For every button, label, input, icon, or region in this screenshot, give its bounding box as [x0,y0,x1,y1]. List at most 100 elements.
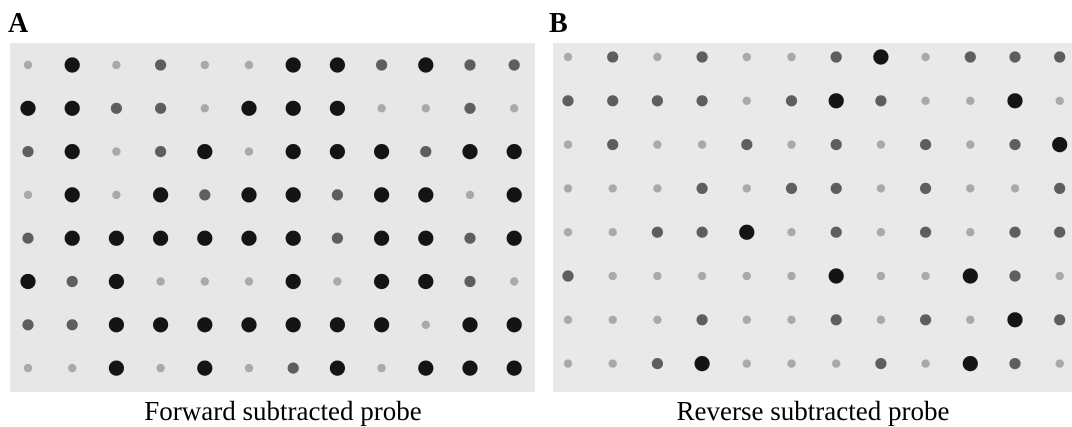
blot-dot [20,101,35,116]
blot-dot [109,361,124,376]
blot-dot [112,191,120,199]
blot-dot [564,53,572,61]
panel-caption: Forward subtracted probe [144,396,421,426]
blot-dot [155,59,166,70]
blot-dot [286,274,301,289]
blot-dot [65,144,80,159]
blot-dot [921,97,929,105]
blot-dot [564,359,572,367]
blot-dot [422,104,430,112]
blot-dot [1007,93,1022,108]
blot-dot [464,103,475,114]
blot-dot [153,187,168,202]
blot-dot [201,104,209,112]
blot-dot [156,364,164,372]
blot-dot [197,231,212,246]
blot-dot [920,227,931,238]
blot-dot [877,184,885,192]
blot-dot [829,93,844,108]
blot-dot [877,140,885,148]
blot-dot [787,272,795,280]
blot-dot [787,140,795,148]
blot-dot [286,187,301,202]
blot-dot [1056,97,1064,105]
blot-dot [966,97,974,105]
blot-dot [697,314,708,325]
blot-dot [920,314,931,325]
blot-dot [418,57,433,72]
blot-dot [112,61,120,69]
blot-dot [963,356,978,371]
blot-dot [739,225,754,240]
blot-dot [877,316,885,324]
blot-dot [330,144,345,159]
blot-dot [507,144,522,159]
blot-dot [562,270,573,281]
blot-dot [420,146,431,157]
blot-dot [462,317,477,332]
blot-dot [464,233,475,244]
blot-dot [68,364,76,372]
blot-dot [24,191,32,199]
blot-dot [1009,270,1020,281]
blot-dot [743,97,751,105]
blot-dot [333,277,341,285]
blot-dot [374,187,389,202]
blot-dot [921,53,929,61]
blot-dot [877,228,885,236]
blot-dot [153,317,168,332]
panel-label: A [8,8,29,39]
blot-dot [153,231,168,246]
blot-dot [507,187,522,202]
blot-dot [564,140,572,148]
blot-dot [652,95,663,106]
blot-dot [241,187,256,202]
blot-dot [652,358,663,369]
blot-dot [332,233,343,244]
blot-dot [155,146,166,157]
blot-dot [921,272,929,280]
blot-dot [1054,227,1065,238]
blot-dot [374,144,389,159]
blot-dot [873,49,888,64]
blot-dot [22,233,33,244]
blot-dot [966,140,974,148]
blot-dot [966,184,974,192]
blot-dot [199,189,210,200]
blot-dot [875,95,886,106]
blot-dot [743,359,751,367]
blot-dot [743,184,751,192]
blot-dot [418,231,433,246]
blot-dot [743,53,751,61]
blot-dot [963,268,978,283]
blot-dot [743,272,751,280]
blot-dot [286,317,301,332]
blot-dot [418,274,433,289]
blot-dot [1007,312,1022,327]
blot-dot [653,316,661,324]
blot-dot [422,321,430,329]
blot-dot [786,95,797,106]
blot-dot [966,228,974,236]
blot-dot [245,61,253,69]
blot-dot [966,316,974,324]
blot-dot [462,361,477,376]
blot-dot [787,53,795,61]
blot-dot [877,272,885,280]
blot-dot [112,147,120,155]
blot-dot [832,359,840,367]
blot-dot [1056,272,1064,280]
blot-dot [286,144,301,159]
blot-dot [286,231,301,246]
blot-dot [920,183,931,194]
blot-dot [831,139,842,150]
blot-dot [245,277,253,285]
blot-dot [288,363,299,374]
blot-dot [786,183,797,194]
blot-dot [787,316,795,324]
blot-dot [609,184,617,192]
blot-dot [197,317,212,332]
blot-dot [67,319,78,330]
blot-dot [20,274,35,289]
blot-dot [609,316,617,324]
